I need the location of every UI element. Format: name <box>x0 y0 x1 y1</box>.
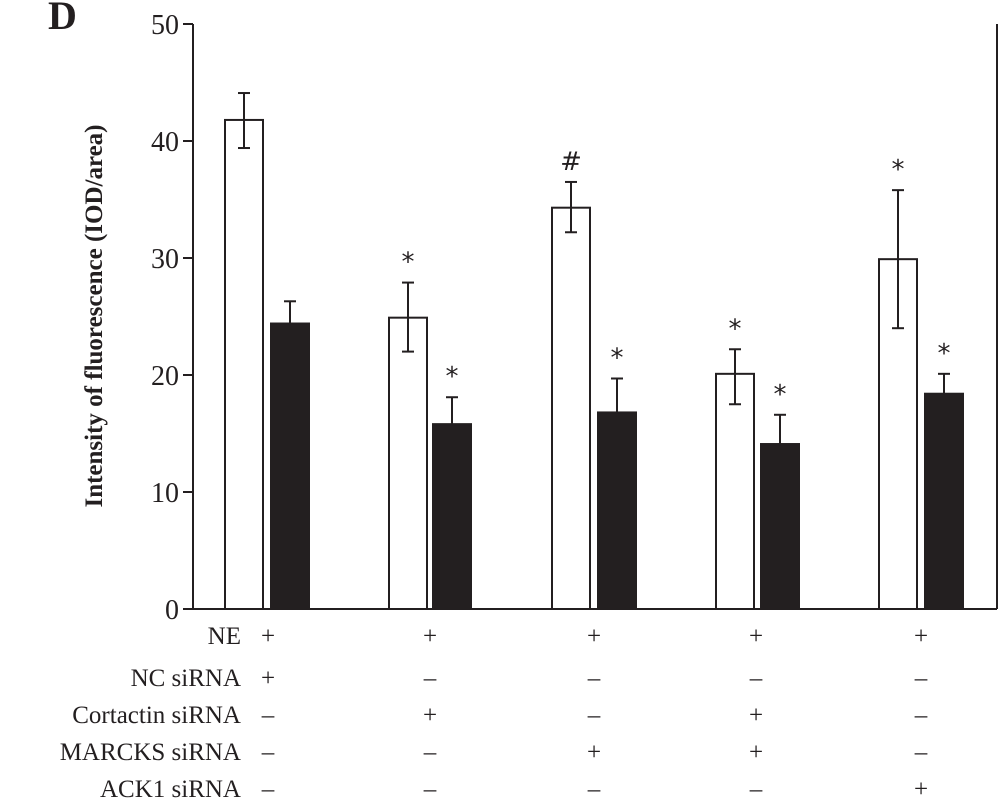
condition-sign: – <box>261 702 275 729</box>
y-tick-label: 30 <box>151 244 179 275</box>
condition-label: ACK1 siRNA <box>100 776 241 803</box>
condition-sign: – <box>749 665 763 692</box>
y-tick-label: 0 <box>165 595 179 626</box>
significance-mark: * <box>774 380 787 410</box>
bar-white-2 <box>388 316 428 610</box>
y-tick-label: 50 <box>151 10 179 41</box>
condition-sign: + <box>586 739 602 766</box>
condition-sign: + <box>748 702 764 729</box>
condition-sign: + <box>913 776 929 803</box>
y-tick-label: 20 <box>151 361 179 392</box>
condition-sign: – <box>423 665 437 692</box>
condition-sign: + <box>422 702 438 729</box>
condition-sign: + <box>748 739 764 766</box>
bar-white-4 <box>715 372 755 610</box>
bar-black-4 <box>760 443 800 610</box>
condition-sign: – <box>914 702 928 729</box>
y-tick-label: 40 <box>151 127 179 158</box>
condition-sign: – <box>914 739 928 766</box>
condition-label: NE <box>207 623 241 650</box>
condition-sign: – <box>587 776 601 803</box>
condition-sign: + <box>586 623 602 650</box>
condition-sign: – <box>423 776 437 803</box>
bar-black-3 <box>597 411 637 610</box>
bar-chart: 0 10 20 30 40 50 * # * * * * * * <box>151 10 998 626</box>
condition-sign: + <box>260 623 276 650</box>
condition-sign: – <box>749 776 763 803</box>
significance-mark: * <box>611 344 624 374</box>
condition-sign: + <box>422 623 438 650</box>
significance-mark: * <box>892 155 905 185</box>
significance-mark: * <box>402 248 415 278</box>
y-tick-label: 10 <box>151 478 179 509</box>
condition-sign: – <box>914 665 928 692</box>
condition-sign: + <box>913 623 929 650</box>
bar-white-1 <box>224 118 264 610</box>
significance-mark: * <box>729 314 742 344</box>
panel-label: D <box>48 0 77 38</box>
y-axis-label: Intensity of fluorescence (IOD/area) <box>81 124 108 508</box>
bar-black-1 <box>270 322 310 610</box>
condition-sign: – <box>587 665 601 692</box>
condition-sign: – <box>261 776 275 803</box>
condition-sign: + <box>748 623 764 650</box>
condition-sign: – <box>587 702 601 729</box>
significance-mark: * <box>446 362 459 392</box>
condition-label: NC siRNA <box>130 665 241 692</box>
significance-mark: * <box>938 339 951 369</box>
condition-sign: – <box>261 739 275 766</box>
bar-white-3 <box>551 206 591 610</box>
condition-sign: – <box>423 739 437 766</box>
bar-black-5 <box>924 392 964 610</box>
bar-black-2 <box>432 423 472 611</box>
condition-label: MARCKS siRNA <box>59 739 241 766</box>
condition-sign: + <box>260 665 276 692</box>
significance-mark: # <box>560 147 582 177</box>
condition-label: Cortactin siRNA <box>72 702 241 729</box>
